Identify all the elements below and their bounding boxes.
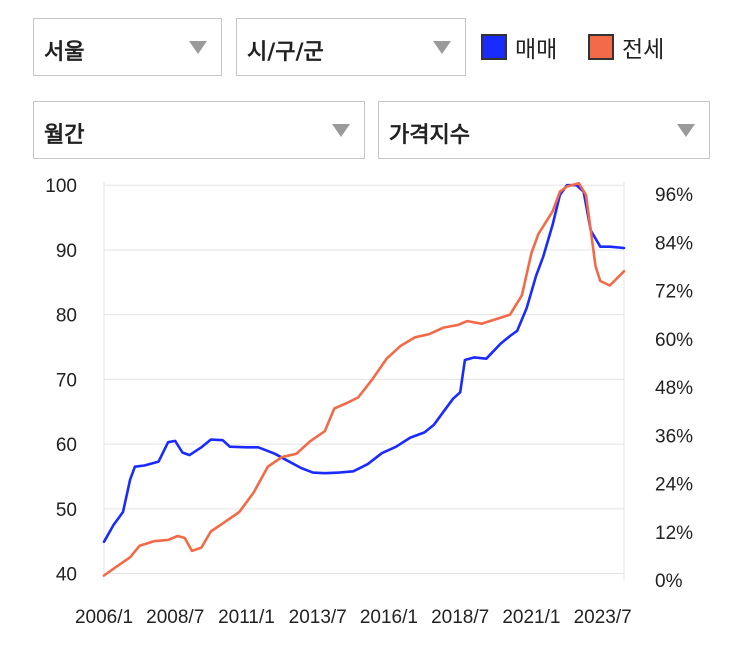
chart-grid bbox=[103, 182, 625, 580]
y-right-tick-label: 36% bbox=[655, 426, 693, 447]
y-right-tick-label: 84% bbox=[655, 233, 693, 254]
dropdown-arrow-icon bbox=[433, 41, 451, 54]
series-line-jeonse bbox=[102, 181, 626, 577]
y-right-tick-label: 48% bbox=[655, 378, 693, 399]
y-left-tick-label: 90 bbox=[56, 241, 77, 262]
x-tick-label: 2011/1 bbox=[218, 607, 275, 628]
price-index-chart: 100 90 80 70 60 50 40 96% 84% 72% 60% 48% 36% 24% 12% 0… bbox=[45, 176, 693, 628]
dropdown-arrow-icon bbox=[332, 124, 350, 137]
dropdown-arrow-icon bbox=[189, 41, 207, 54]
chart-ticks: 100 90 80 70 60 50 40 96% 84% 72% 60% 48% 36% 24% 12% 0… bbox=[45, 176, 693, 628]
period-select-value: 월간 bbox=[44, 123, 85, 148]
x-tick-label: 2021/1 bbox=[502, 607, 560, 628]
legend-swatch-sale bbox=[481, 34, 507, 60]
x-tick-label: 2018/7 bbox=[431, 607, 489, 628]
y-left-tick-label: 100 bbox=[45, 176, 77, 197]
dropdown-arrow-icon bbox=[677, 124, 695, 137]
y-right-tick-label: 60% bbox=[655, 330, 693, 351]
y-right-tick-label: 96% bbox=[655, 185, 693, 206]
region-select-value: 서울 bbox=[44, 40, 85, 65]
chart-series bbox=[102, 181, 626, 577]
y-left-tick-label: 60 bbox=[56, 435, 77, 456]
period-select[interactable]: 월간 bbox=[33, 101, 365, 159]
x-tick-label: 2006/1 bbox=[75, 607, 133, 628]
x-tick-label: 2016/1 bbox=[360, 607, 418, 628]
district-select-value: 시/구/군 bbox=[247, 40, 324, 65]
district-select[interactable]: 시/구/군 bbox=[236, 18, 466, 76]
metric-select-value: 가격지수 bbox=[389, 123, 470, 148]
series-line-sale bbox=[102, 183, 626, 544]
x-tick-label: 2013/7 bbox=[289, 607, 347, 628]
legend-swatch-jeonse bbox=[588, 34, 614, 60]
region-select[interactable]: 서울 bbox=[33, 18, 222, 76]
legend-item-jeonse[interactable]: 전세 bbox=[588, 30, 664, 64]
y-right-tick-label: 24% bbox=[655, 475, 693, 496]
legend-label-jeonse: 전세 bbox=[622, 37, 665, 63]
y-left-tick-label: 40 bbox=[56, 565, 77, 586]
y-left-tick-label: 80 bbox=[56, 306, 77, 327]
y-right-tick-label: 0% bbox=[655, 571, 683, 592]
y-right-tick-label: 12% bbox=[655, 523, 693, 544]
legend-label-sale: 매매 bbox=[515, 37, 558, 63]
legend-item-sale[interactable]: 매매 bbox=[481, 30, 557, 64]
y-left-tick-label: 70 bbox=[56, 370, 77, 391]
x-tick-label: 2008/7 bbox=[146, 607, 204, 628]
y-right-tick-label: 72% bbox=[655, 282, 693, 303]
metric-select[interactable]: 가격지수 bbox=[378, 101, 710, 159]
y-left-tick-label: 50 bbox=[56, 500, 77, 521]
x-tick-label: 2023/7 bbox=[574, 607, 632, 628]
